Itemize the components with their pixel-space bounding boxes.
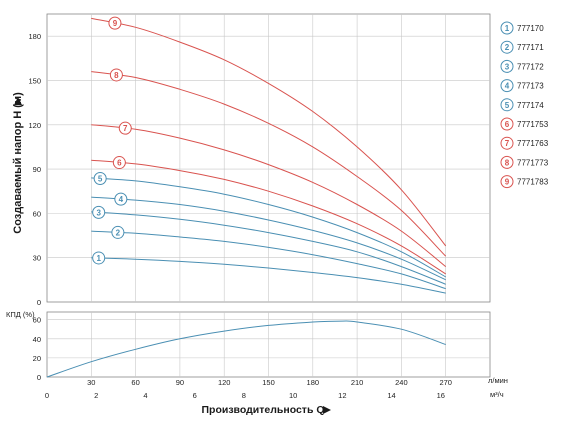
curve-badge-label-6: 6 — [117, 159, 122, 168]
curve-badge-4 — [114, 192, 128, 206]
legend-badge-label-3: 3 — [505, 62, 510, 71]
curve-badge-label-7: 7 — [123, 124, 128, 133]
curve-badge-5 — [93, 172, 107, 186]
legend-item-9: 7771783 — [517, 178, 549, 187]
head-curve-9 — [91, 17, 447, 247]
head-y-tick-label: 90 — [33, 165, 41, 174]
legend-badge-7 — [500, 136, 514, 150]
curve-badge-2 — [111, 225, 125, 239]
x-axis-title: Производительность Q — [201, 404, 324, 416]
legend-badge-4 — [500, 79, 514, 93]
curve-badges: 1 2 3 4 5 6 7 8 9 — [92, 16, 132, 265]
curve-badge-3 — [92, 205, 106, 219]
x-bottom-tick-label: 6 — [193, 391, 197, 400]
legend-badge-5 — [500, 98, 514, 112]
x-bottom-tick-label: 4 — [143, 391, 147, 400]
x-bottom-tick-label: 16 — [437, 391, 445, 400]
legend-item-3: 777172 — [517, 62, 544, 71]
curve-badge-label-9: 9 — [113, 19, 118, 28]
efficiency-curve — [46, 320, 446, 378]
head-y-tick-label: 150 — [28, 76, 41, 85]
x-bottom-tick-label: 8 — [242, 391, 246, 400]
curve-badge-label-8: 8 — [114, 71, 119, 80]
y-axis-title: Создаваемый напор H (м) — [12, 92, 24, 234]
curve-badge-label-3: 3 — [96, 208, 101, 217]
legend-badge-1 — [500, 21, 514, 35]
head-curve-2 — [91, 230, 446, 290]
x-top-tick-label: 240 — [395, 378, 408, 387]
legend-badge-label-2: 2 — [505, 43, 510, 52]
curve-badge-label-4: 4 — [119, 195, 124, 204]
x-top-tick-label: 210 — [351, 378, 364, 387]
curve-badge-label-1: 1 — [96, 254, 101, 263]
x-top-tick-label: 30 — [87, 378, 95, 387]
legend-badge-2 — [500, 40, 514, 54]
legend-item-6: 7771753 — [517, 120, 549, 129]
head-curve-6 — [91, 159, 446, 275]
legend-badge-8 — [500, 155, 514, 169]
legend-item-5: 777174 — [517, 101, 544, 110]
x-bottom-tick-label: 10 — [289, 391, 297, 400]
efficiency-curves — [46, 320, 446, 378]
efficiency-axis-title: КПД (%) — [6, 310, 35, 319]
curve-badge-1 — [92, 251, 106, 265]
x-bottom-tick-label: 2 — [94, 391, 98, 400]
legend-badge-label-9: 9 — [505, 178, 510, 187]
legend-item-2: 777171 — [517, 43, 544, 52]
head-curve-1 — [91, 257, 446, 294]
legend: 1 777170 2 777171 3 777172 4 777173 5 777174 6 7771… — [500, 21, 549, 189]
x-top-tick-label: 150 — [262, 378, 275, 387]
efficiency-y-tick-label: 40 — [33, 335, 41, 344]
curve-badge-6 — [112, 156, 126, 170]
x-top-tick-label: 180 — [307, 378, 320, 387]
legend-badge-label-1: 1 — [505, 24, 510, 33]
efficiency-y-tick-label: 0 — [37, 373, 41, 382]
legend-badge-6 — [500, 117, 514, 131]
curve-badge-7 — [118, 121, 132, 135]
legend-badge-3 — [500, 59, 514, 73]
legend-badge-label-4: 4 — [505, 82, 510, 91]
legend-badge-9 — [500, 175, 514, 189]
legend-badge-label-5: 5 — [505, 101, 510, 110]
x-top-tick-label: 60 — [131, 378, 139, 387]
head-curve-4 — [91, 196, 446, 281]
curve-badge-label-2: 2 — [116, 228, 121, 237]
legend-item-4: 777173 — [517, 82, 544, 91]
x-axis-arrow-icon — [323, 406, 331, 414]
x-bottom-tick-label: 14 — [387, 391, 395, 400]
x-bottom-tick-label: 12 — [338, 391, 346, 400]
head-y-tick-label: 180 — [28, 32, 41, 41]
x-top-tick-label: 90 — [176, 378, 184, 387]
efficiency-chart-grid — [46, 311, 491, 378]
legend-item-8: 7771773 — [517, 158, 549, 167]
head-curve-3 — [91, 211, 446, 285]
legend-item-7: 7771763 — [517, 139, 549, 148]
y-axis-arrow-icon — [14, 97, 22, 105]
curve-badge-label-5: 5 — [98, 175, 103, 184]
head-y-tick-label: 60 — [33, 209, 41, 218]
x-bottom-tick-label: 0 — [45, 391, 49, 400]
x-top-tick-label: 120 — [218, 378, 231, 387]
head-y-tick-label: 30 — [33, 254, 41, 263]
legend-badge-label-7: 7 — [505, 139, 510, 148]
head-curve-5 — [91, 177, 446, 278]
legend-item-1: 777170 — [517, 24, 544, 33]
efficiency-y-tick-label: 60 — [33, 316, 41, 325]
head-curve-8 — [91, 71, 447, 257]
x-unit-top: л/мин — [488, 376, 508, 385]
efficiency-y-tick-label: 20 — [33, 354, 41, 363]
x-top-tick-label: 270 — [439, 378, 452, 387]
x-unit-bottom: м³/ч — [490, 390, 504, 399]
head-curves — [91, 17, 447, 294]
legend-badge-label-8: 8 — [505, 158, 510, 167]
curve-badge-9 — [108, 16, 122, 30]
head-y-tick-label: 120 — [28, 121, 41, 130]
head-curve-7 — [91, 124, 447, 267]
head-y-tick-label: 0 — [37, 298, 41, 307]
curve-badge-8 — [109, 68, 123, 82]
legend-badge-label-6: 6 — [505, 120, 510, 129]
